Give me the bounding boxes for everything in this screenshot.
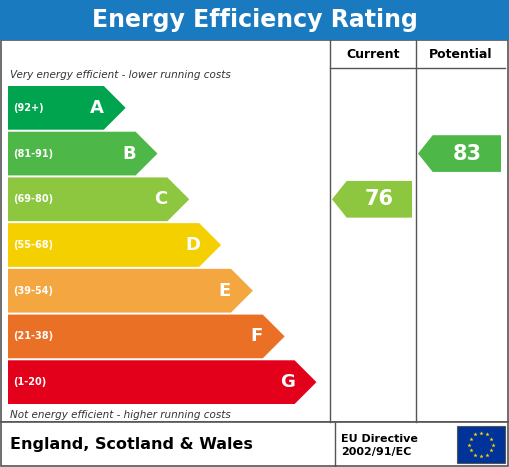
Text: C: C: [154, 190, 167, 208]
Polygon shape: [332, 181, 412, 218]
Text: 83: 83: [453, 143, 482, 163]
Text: 76: 76: [365, 189, 394, 209]
Bar: [457, 426, 505, 463]
Text: E: E: [218, 282, 231, 300]
Text: (39-54): (39-54): [13, 286, 53, 296]
Bar: [1, 40, 508, 422]
Bar: [0, 0, 509, 40]
Text: England, Scotland & Wales: England, Scotland & Wales: [10, 437, 253, 452]
Polygon shape: [418, 135, 501, 172]
Polygon shape: [8, 223, 221, 267]
Polygon shape: [8, 315, 285, 358]
Text: EU Directive: EU Directive: [341, 434, 418, 445]
Text: Current: Current: [346, 48, 400, 61]
Polygon shape: [8, 360, 317, 404]
Text: Very energy efficient - lower running costs: Very energy efficient - lower running co…: [10, 70, 231, 80]
Polygon shape: [8, 269, 253, 312]
Polygon shape: [8, 132, 157, 176]
Text: F: F: [250, 327, 262, 346]
Text: Energy Efficiency Rating: Energy Efficiency Rating: [92, 8, 417, 32]
Text: (69-80): (69-80): [13, 194, 53, 204]
Polygon shape: [8, 86, 126, 130]
Text: (81-91): (81-91): [13, 149, 53, 159]
Text: D: D: [185, 236, 200, 254]
Text: (55-68): (55-68): [13, 240, 53, 250]
Text: B: B: [122, 145, 136, 163]
Bar: [1, 422, 508, 466]
Text: (92+): (92+): [13, 103, 44, 113]
Text: Potential: Potential: [429, 48, 492, 61]
Text: Not energy efficient - higher running costs: Not energy efficient - higher running co…: [10, 410, 231, 420]
Text: G: G: [280, 373, 296, 391]
Text: (1-20): (1-20): [13, 377, 46, 387]
Text: (21-38): (21-38): [13, 332, 53, 341]
Polygon shape: [8, 177, 189, 221]
Text: A: A: [90, 99, 104, 117]
Text: 2002/91/EC: 2002/91/EC: [341, 446, 411, 457]
